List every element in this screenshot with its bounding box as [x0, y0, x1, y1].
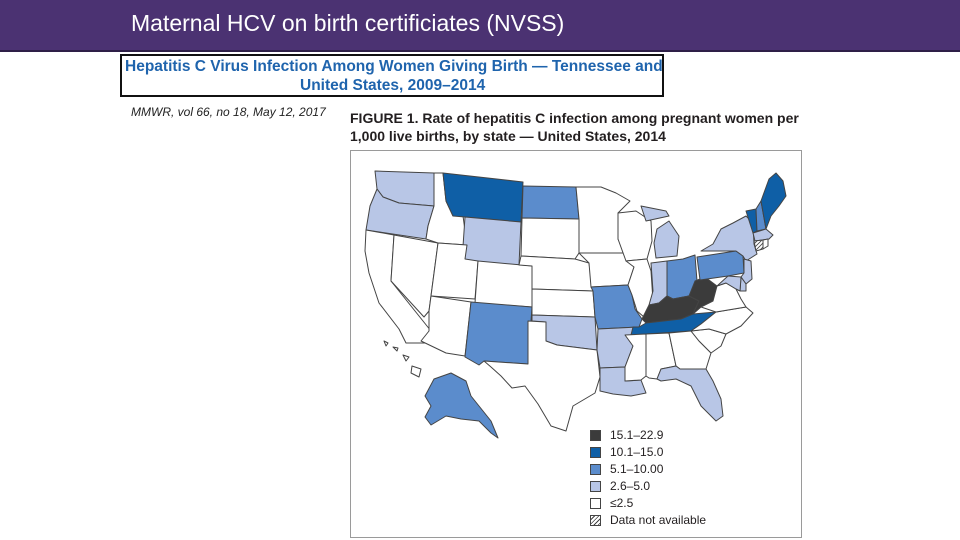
state-WY — [461, 216, 522, 266]
legend-label: ≤2.5 — [610, 496, 634, 510]
state-SD — [520, 217, 580, 260]
slide-title: Maternal HCV on birth certificiates (NVS… — [131, 10, 565, 36]
legend-swatch — [590, 481, 601, 492]
map-frame: 15.1–22.9 10.1–15.0 5.1–10.00 2.6–5.0 ≤2… — [350, 150, 802, 538]
legend-label: Data not available — [610, 513, 707, 527]
article-title-line-2: United States, 2009–2014 — [300, 77, 486, 94]
state-NM — [464, 301, 533, 366]
figure-caption-line-2: 1,000 live births, by state — United Sta… — [350, 128, 666, 144]
state-HI — [383, 340, 422, 378]
state-PA — [696, 250, 745, 281]
legend-swatch — [590, 498, 601, 509]
article-title-line-1: Hepatitis C Virus Infection Among Women … — [125, 58, 663, 75]
state-CO — [474, 260, 534, 308]
state-RI — [762, 238, 769, 250]
state-ND — [521, 185, 580, 220]
legend-label: 2.6–5.0 — [610, 479, 651, 493]
legend-swatch — [590, 447, 601, 458]
state-AK — [424, 372, 499, 439]
legend-swatch-hatched — [590, 515, 601, 526]
state-FL — [656, 365, 724, 422]
figure-caption-line-1: FIGURE 1. Rate of hepatitis C infection … — [350, 110, 799, 126]
legend-swatch — [590, 464, 601, 475]
article-title-box: Hepatitis C Virus Infection Among Women … — [120, 54, 664, 97]
us-choropleth-map — [364, 170, 787, 439]
state-KS — [531, 288, 596, 318]
citation: MMWR, vol 66, no 18, May 12, 2017 — [131, 105, 326, 119]
state-MT — [442, 172, 524, 223]
legend-swatch — [590, 430, 601, 441]
state-CT — [753, 239, 764, 252]
state-MA — [752, 228, 774, 242]
state-MI — [640, 205, 680, 259]
state-IL — [625, 258, 654, 318]
state-WI — [617, 210, 653, 262]
legend-label: 10.1–15.0 — [610, 445, 664, 459]
state-TX — [483, 320, 601, 432]
legend-label: 5.1–10.00 — [610, 462, 664, 476]
state-NV — [390, 234, 439, 318]
state-ME — [760, 172, 787, 230]
state-MD — [716, 275, 742, 292]
slide-header-bar: Maternal HCV on birth certificiates (NVS… — [0, 0, 960, 52]
legend-label: 15.1–22.9 — [610, 428, 664, 442]
